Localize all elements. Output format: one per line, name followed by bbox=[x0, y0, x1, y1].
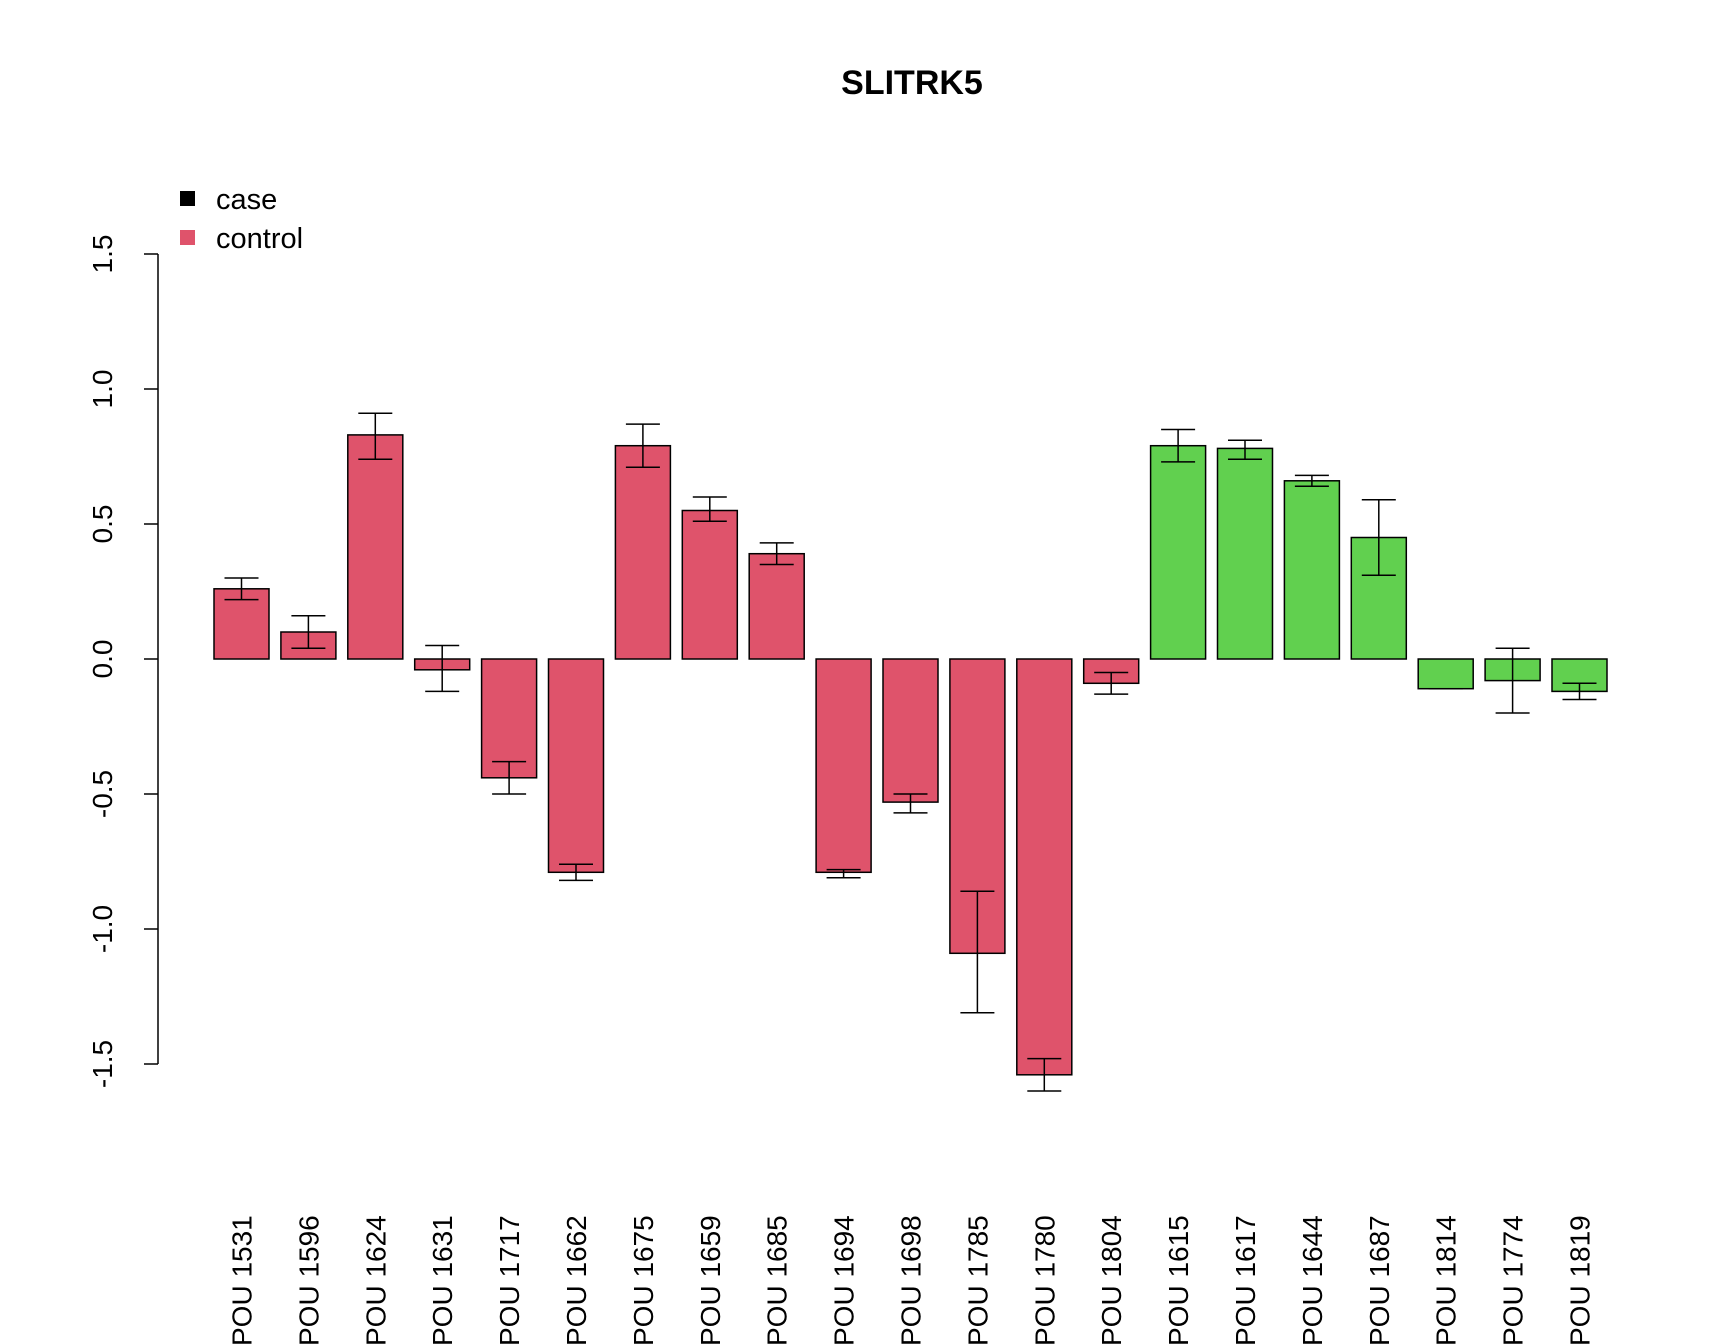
y-tick-label: 0.5 bbox=[87, 505, 118, 544]
bar bbox=[614, 444, 672, 660]
x-tick-label: POU 1774 bbox=[1498, 1215, 1529, 1344]
error-bar bbox=[1027, 1057, 1062, 1092]
bar bbox=[1417, 658, 1474, 690]
bar bbox=[882, 658, 939, 803]
x-tick-label: POU 1662 bbox=[561, 1215, 592, 1344]
y-tick-label: 1.5 bbox=[87, 235, 118, 274]
legend-label: control bbox=[216, 223, 303, 255]
chart-title: SLITRK5 bbox=[841, 64, 983, 102]
x-axis-labels: POU 1531 POU 1596 POU 1624 POU 1631 POU 1717… bbox=[227, 1215, 1596, 1344]
error-bar bbox=[1495, 647, 1530, 714]
y-tick-label: 0.0 bbox=[87, 640, 118, 679]
x-tick-label: POU 1804 bbox=[1096, 1215, 1127, 1344]
x-tick-label: POU 1531 bbox=[227, 1215, 258, 1344]
error-bar bbox=[1228, 439, 1262, 460]
error-bar bbox=[1361, 498, 1396, 577]
x-tick-label: POU 1615 bbox=[1163, 1215, 1194, 1344]
error-bars bbox=[224, 412, 1597, 1092]
x-tick-label: POU 1596 bbox=[293, 1215, 324, 1344]
x-tick-label: POU 1624 bbox=[360, 1215, 391, 1344]
error-bar bbox=[692, 496, 727, 523]
y-axis: -1.5 -1.0 -0.5 0.0 0.5 1.0 1.5 bbox=[87, 235, 159, 1088]
error-bar bbox=[1562, 682, 1597, 701]
error-bar bbox=[1094, 671, 1129, 695]
bar bbox=[213, 588, 270, 660]
legend-swatch bbox=[180, 230, 195, 245]
bar bbox=[1216, 447, 1274, 660]
x-tick-label: POU 1685 bbox=[762, 1215, 793, 1344]
error-bar bbox=[826, 868, 861, 879]
y-tick-label: 1.0 bbox=[87, 370, 118, 409]
bar bbox=[1283, 480, 1341, 660]
error-bar bbox=[960, 890, 995, 1014]
y-tick-label: -0.5 bbox=[87, 770, 118, 818]
x-tick-label: POU 1698 bbox=[896, 1215, 927, 1344]
x-tick-label: POU 1780 bbox=[1029, 1215, 1060, 1344]
bars bbox=[213, 434, 1608, 1076]
bar bbox=[547, 658, 605, 874]
bar bbox=[748, 552, 805, 660]
y-tick-label: -1.5 bbox=[87, 1040, 118, 1088]
bar bbox=[347, 434, 404, 660]
x-tick-label: POU 1819 bbox=[1565, 1215, 1596, 1344]
bar bbox=[480, 658, 538, 779]
x-tick-label: POU 1675 bbox=[628, 1215, 659, 1344]
error-bar bbox=[625, 423, 660, 469]
x-tick-label: POU 1785 bbox=[962, 1215, 993, 1344]
bar bbox=[1149, 444, 1207, 660]
bar bbox=[681, 509, 739, 660]
error-bar bbox=[1294, 474, 1329, 487]
x-tick-label: POU 1687 bbox=[1364, 1215, 1395, 1344]
x-tick-label: POU 1694 bbox=[829, 1215, 860, 1344]
y-tick-label: -1.0 bbox=[87, 905, 118, 953]
error-bar bbox=[559, 863, 593, 882]
error-bar bbox=[358, 412, 393, 460]
error-bar bbox=[492, 760, 527, 795]
error-bar bbox=[425, 644, 460, 693]
error-bar bbox=[893, 793, 928, 814]
x-tick-label: POU 1631 bbox=[427, 1215, 458, 1344]
error-bar bbox=[291, 615, 326, 649]
legend-label: case bbox=[216, 184, 277, 216]
x-tick-label: POU 1617 bbox=[1230, 1215, 1261, 1344]
x-tick-label: POU 1717 bbox=[494, 1215, 525, 1344]
bar bbox=[1016, 658, 1073, 1076]
error-bar bbox=[1161, 428, 1196, 463]
x-tick-label: POU 1814 bbox=[1431, 1215, 1462, 1344]
x-tick-label: POU 1644 bbox=[1297, 1215, 1328, 1344]
legend: case control bbox=[180, 184, 303, 255]
legend-swatch bbox=[180, 191, 195, 206]
x-tick-label: POU 1659 bbox=[695, 1215, 726, 1344]
error-bar bbox=[224, 577, 259, 601]
bar bbox=[815, 658, 872, 874]
error-bar bbox=[759, 542, 794, 566]
